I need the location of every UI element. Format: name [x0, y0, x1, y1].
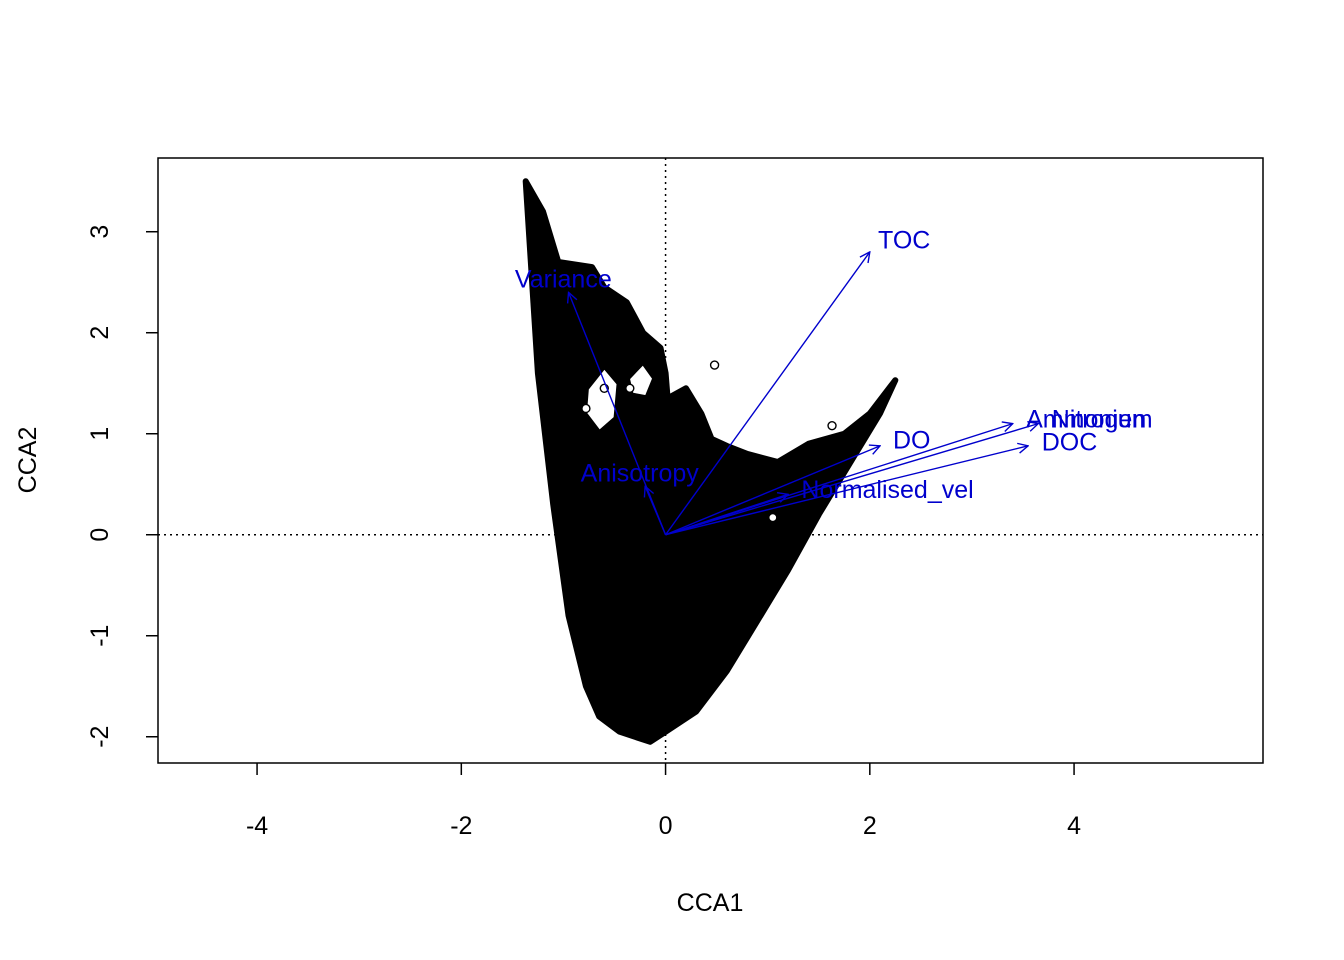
y-tick-label: -2 [86, 726, 114, 748]
vector-arrow-anisotropy [645, 486, 667, 536]
reference-lines [158, 158, 1263, 763]
x-tick-label: -2 [450, 812, 472, 840]
site-point-cloud [522, 178, 899, 745]
y-axis: -2 -1 0 1 2 3 [86, 225, 158, 748]
vector-label-toc: TOC [878, 227, 930, 255]
vector-arrow-nitrogen [665, 424, 1039, 536]
outlier-point [768, 512, 778, 523]
outlier-point [827, 420, 837, 431]
y-tick-label: -1 [86, 625, 114, 647]
y-tick-label: 0 [86, 528, 114, 542]
x-tick-label: -4 [246, 812, 268, 840]
vector-label-nitrogen: Nitrogen [1052, 406, 1147, 434]
x-axis-title: CCA1 [677, 889, 744, 917]
x-axis: -4 -2 0 2 4 [246, 763, 1081, 840]
plot-frame [157, 157, 1264, 764]
vector-arrow-normalised_vel [665, 494, 789, 536]
outlier-point [581, 403, 591, 414]
vector-arrow-toc [664, 252, 870, 536]
vector-arrow-do [665, 446, 880, 536]
vector-label-variance: Variance [515, 265, 612, 293]
vector-label-anisotropy: Anisotropy [581, 459, 700, 487]
x-tick-label: 2 [863, 812, 877, 840]
vector-label-doc: DOC [1042, 429, 1098, 457]
y-tick-label: 1 [86, 427, 114, 441]
y-tick-label: 2 [86, 326, 114, 340]
y-axis-title: CCA2 [14, 427, 42, 494]
x-tick-label: 4 [1067, 812, 1081, 840]
vector-label-ammonium: Ammonium [1026, 405, 1152, 433]
vector-label-normalised_vel: Normalised_vel [801, 476, 973, 504]
y-tick-label: 3 [86, 225, 114, 239]
x-tick-label: 0 [659, 812, 673, 840]
outlier-point [625, 383, 635, 393]
vector-arrow-doc [665, 446, 1029, 536]
outlier-point [709, 360, 720, 370]
vector-label-do: DO [893, 426, 931, 454]
